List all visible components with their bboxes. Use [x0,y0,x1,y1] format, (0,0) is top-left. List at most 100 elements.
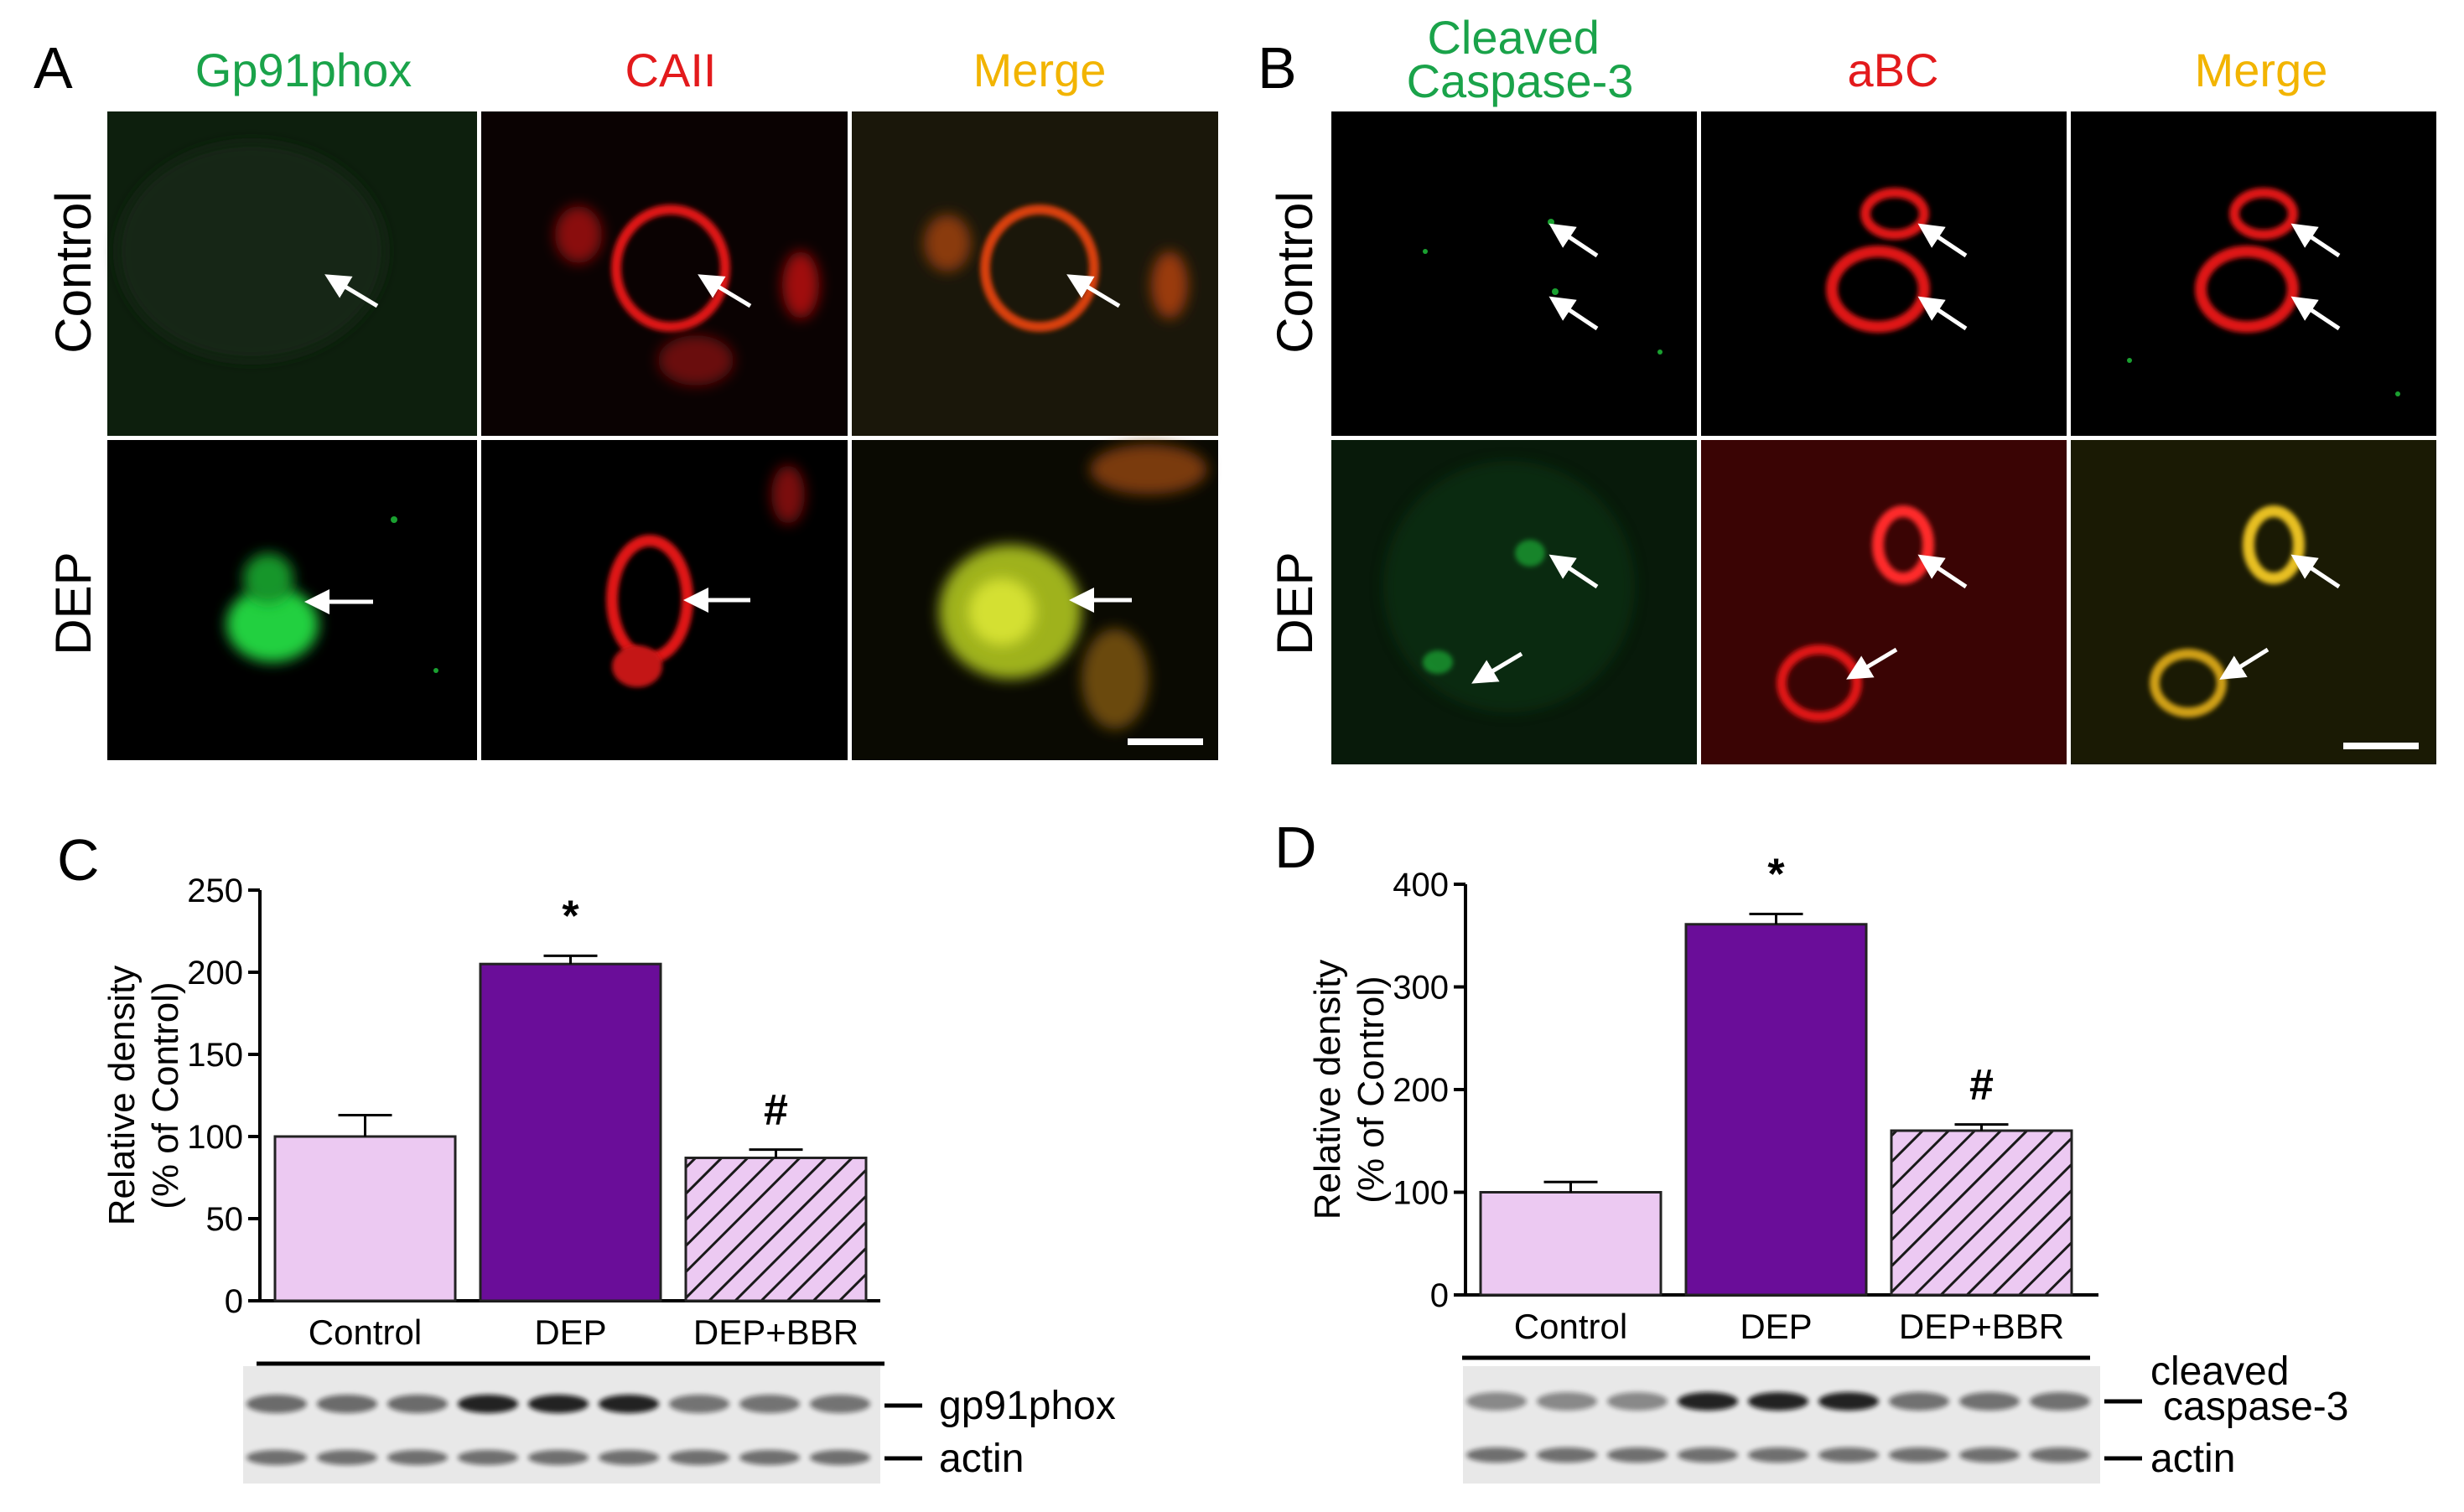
blot-band-actin [2030,1447,2090,1463]
panel-a-row-title-dep: DEP [45,551,101,655]
blot-label-actin-d: actin [2150,1437,2235,1481]
chart-c-ylabel-line: Relative density [101,966,143,1226]
chart-c-ytick-label: 100 [187,1119,243,1156]
chart-c-ylabel-line: (% of Control) [145,981,186,1209]
chart-c: 0 50 100 150 200 250 Relative density(% of Con… [101,873,884,1366]
panel-b-col-title-caspase-line2: Caspase-3 [1407,54,1634,107]
blot-band-actin [669,1450,729,1465]
chart-c-ylabel: Relative density(% of Control) [101,966,186,1226]
chart-c-significance-mark: * [562,892,579,940]
blot-band-target [528,1395,589,1413]
panel-b-col-title-abc: aBC [1848,44,1939,96]
micrograph-b-control-merge [2071,111,2436,436]
blot-band-actin [810,1450,870,1465]
panel-letter-a: A [34,35,73,101]
arrow [2290,554,2341,589]
chart-d: 0 100 200 300 400 Relative density(% of Contr… [1307,851,2098,1360]
micrograph-a-control-green [107,111,477,436]
micrograph-b-dep-green [1331,440,1697,764]
micrograph-b-dep-red [1701,440,2067,764]
panel-letter-c: C [57,827,100,893]
blot-band-actin [1889,1447,1949,1463]
western-blot-c: gp91phox actin [243,1366,1116,1484]
arrow [2290,296,2341,331]
chart-c-ytick-label: 150 [187,1037,243,1074]
blot-band-target [1889,1392,1949,1411]
panel-b-col-title-caspase: Cleaved Caspase-3 [1407,11,1634,107]
blot-label-cleaved-caspase-3: cleaved caspase-3 [2150,1349,2348,1429]
blot-band-actin [1678,1447,1738,1463]
panel-a-col-title-caii: CAII [625,44,717,96]
chart-d-category-label: Control [1514,1307,1627,1346]
chart-d-ytick-label: 0 [1430,1277,1449,1314]
panel-b-row-title-dep: DEP [1267,551,1323,655]
blot-band-target [458,1395,518,1413]
blot-band-actin [246,1450,307,1465]
blot-label-gp91phox: gp91phox [939,1384,1116,1428]
micrograph-b-control-green [1331,111,1697,436]
blot-band-target [1678,1392,1738,1411]
chart-c-ytick-label: 250 [187,873,243,909]
arrow [2219,647,2269,680]
blot-band-target [810,1395,870,1413]
chart-c-ytick-label: 0 [225,1283,243,1320]
panel-b-row-title-control: Control [1267,191,1323,353]
chart-d-ylabel-line: Relative density [1307,960,1348,1220]
blot-band-target [1959,1392,2020,1411]
blot-band-target [246,1395,307,1413]
blot-band-target [2030,1392,2090,1411]
arrow [1066,274,1121,308]
chart-c-category-label: DEP+BBR [693,1313,859,1352]
chart-d-category-label: DEP [1740,1307,1812,1346]
chart-d-ytick-label: 100 [1393,1175,1449,1212]
blot-band-target [599,1395,659,1413]
micrograph-a-dep-red [481,440,848,760]
chart-d-ylabel: Relative density(% of Control) [1307,960,1392,1220]
blot-band-actin [317,1450,377,1465]
panel-letter-d: D [1274,815,1317,880]
panel-b-col-title-merge: Merge [2195,44,2328,96]
chart-c-ytick-label: 50 [206,1201,244,1238]
blot-band-actin [1748,1447,1808,1463]
micrograph-a-control-merge [852,111,1218,436]
arrow [1548,223,1599,258]
blot-band-target [1537,1392,1597,1411]
micrograph-b-control-red [1701,111,2067,436]
blot-band-actin [1537,1447,1597,1463]
micrograph-arrows [304,223,2341,684]
micrograph-a-control-red [481,111,848,436]
chart-c-category-label: DEP [534,1313,606,1352]
arrow [2290,223,2341,258]
chart-c-category-label: Control [309,1313,422,1352]
panel-b-col-title-caspase-line1: Cleaved [1427,11,1599,64]
blot-label-cleaved-line2: caspase-3 [2163,1385,2348,1429]
arrow [1471,651,1523,684]
chart-d-bar-dep-bbr [1890,1129,2073,1297]
western-blot-d: cleaved caspase-3 actin [1463,1349,2348,1484]
chart-c-bar-dep-bbr [684,1156,868,1302]
arrow [1548,554,1599,589]
arrow [1917,296,1968,331]
chart-d-ylabel-line: (% of Control) [1351,976,1392,1203]
blot-band-target [1607,1392,1668,1411]
chart-d-bar-dep [1684,923,1868,1297]
panel-a-micrographs [107,111,1218,760]
chart-c-bar-dep [479,962,662,1302]
micrograph-a-dep-merge [852,440,1218,760]
chart-d-bar-control [1479,1191,1663,1297]
blot-band-actin [528,1450,589,1465]
arrow [1548,296,1599,331]
blot-band-target [1466,1392,1527,1411]
chart-d-category-label: DEP+BBR [1899,1307,2064,1346]
arrow [324,274,379,308]
chart-c-bar-control [273,1135,457,1302]
chart-c-significance-mark: # [764,1086,788,1135]
blot-band-target [1748,1392,1808,1411]
arrow [698,274,752,308]
blot-band-target [1818,1392,1879,1411]
chart-d-significance-mark: # [1969,1061,1994,1110]
panel-a-row-title-control: Control [45,191,101,353]
chart-d-ytick-label: 200 [1393,1072,1449,1109]
blot-label-actin-c: actin [939,1437,1024,1481]
